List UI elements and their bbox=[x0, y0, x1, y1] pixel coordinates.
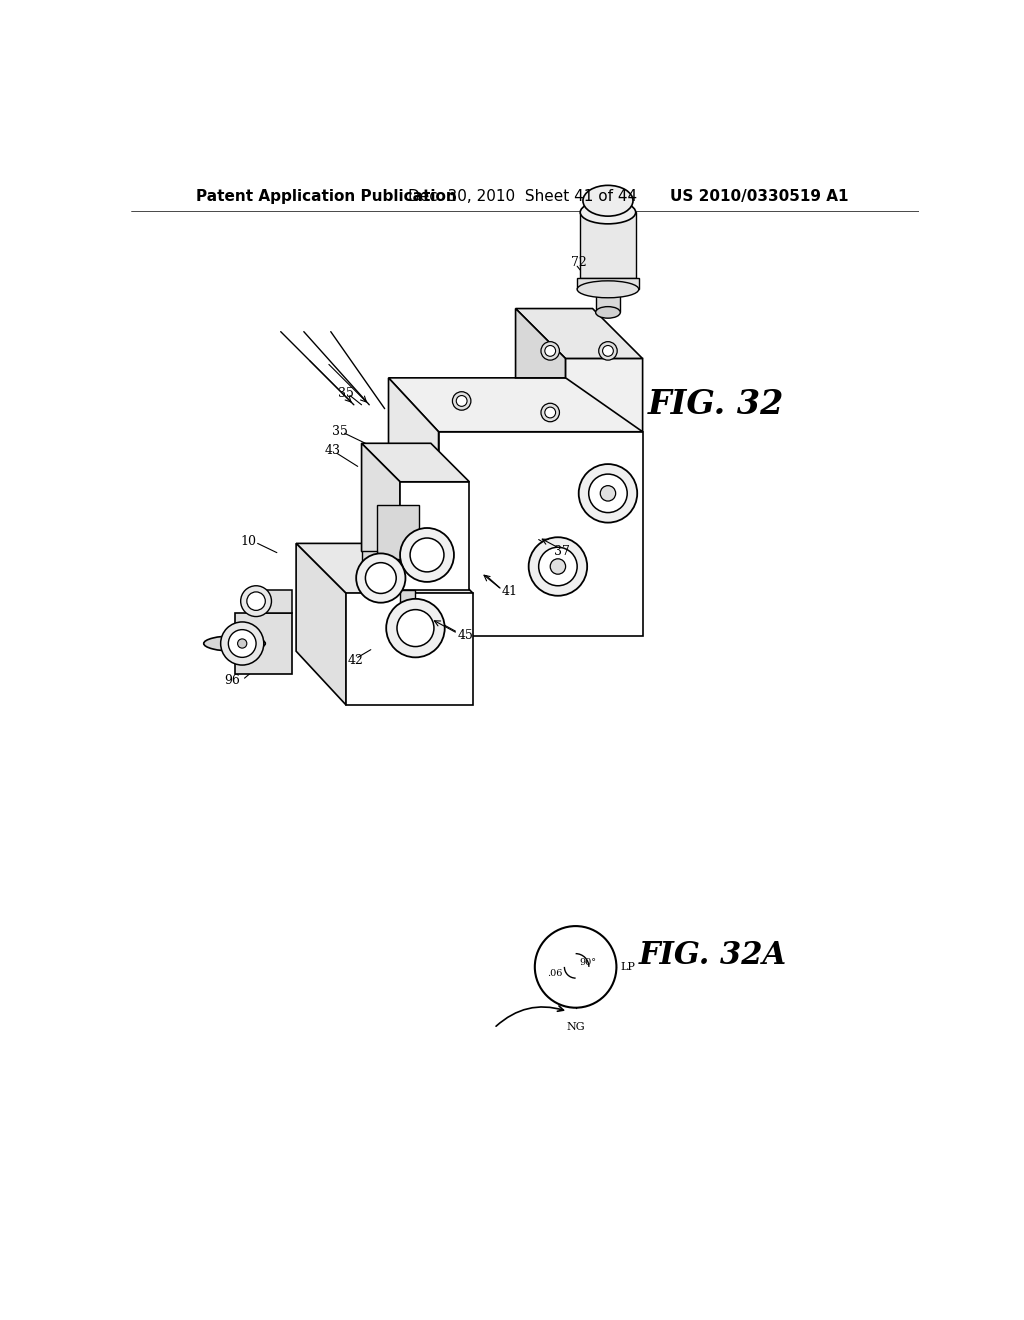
Polygon shape bbox=[388, 378, 643, 432]
Polygon shape bbox=[296, 544, 473, 594]
Circle shape bbox=[238, 639, 247, 648]
Polygon shape bbox=[515, 309, 565, 378]
Circle shape bbox=[228, 630, 256, 657]
Ellipse shape bbox=[243, 594, 265, 609]
Circle shape bbox=[453, 392, 471, 411]
Circle shape bbox=[528, 537, 587, 595]
Circle shape bbox=[589, 474, 628, 512]
Polygon shape bbox=[361, 552, 377, 582]
Circle shape bbox=[541, 342, 559, 360]
Polygon shape bbox=[388, 378, 438, 620]
Circle shape bbox=[602, 346, 613, 356]
Text: US 2010/0330519 A1: US 2010/0330519 A1 bbox=[670, 189, 848, 205]
Ellipse shape bbox=[204, 636, 265, 651]
Circle shape bbox=[535, 927, 616, 1007]
Text: .06: .06 bbox=[548, 969, 563, 978]
Circle shape bbox=[457, 396, 467, 407]
Text: 41: 41 bbox=[502, 585, 518, 598]
Text: 42: 42 bbox=[348, 653, 364, 667]
Circle shape bbox=[539, 548, 578, 586]
Text: 10: 10 bbox=[241, 536, 257, 548]
Text: 37: 37 bbox=[554, 545, 570, 557]
Text: Patent Application Publication: Patent Application Publication bbox=[196, 189, 457, 205]
Polygon shape bbox=[581, 213, 636, 277]
Circle shape bbox=[397, 610, 434, 647]
Circle shape bbox=[400, 528, 454, 582]
Polygon shape bbox=[361, 444, 469, 482]
Text: LP: LP bbox=[621, 962, 635, 972]
Polygon shape bbox=[400, 590, 416, 620]
Circle shape bbox=[356, 553, 406, 603]
Text: 72: 72 bbox=[571, 256, 587, 269]
Circle shape bbox=[599, 342, 617, 360]
Ellipse shape bbox=[583, 185, 633, 216]
Text: 43: 43 bbox=[325, 445, 341, 458]
Polygon shape bbox=[361, 444, 400, 590]
Polygon shape bbox=[438, 432, 643, 636]
Polygon shape bbox=[565, 359, 643, 432]
Ellipse shape bbox=[578, 281, 639, 298]
Text: 35: 35 bbox=[333, 425, 348, 438]
Text: 96: 96 bbox=[224, 675, 241, 686]
Polygon shape bbox=[254, 590, 292, 612]
Polygon shape bbox=[377, 506, 419, 558]
Text: NG: NG bbox=[566, 1022, 585, 1031]
Circle shape bbox=[410, 539, 444, 572]
Circle shape bbox=[550, 558, 565, 574]
Polygon shape bbox=[578, 277, 639, 289]
Circle shape bbox=[241, 586, 271, 616]
Polygon shape bbox=[596, 289, 621, 313]
Text: 35: 35 bbox=[339, 387, 354, 400]
Circle shape bbox=[545, 346, 556, 356]
Ellipse shape bbox=[596, 306, 621, 318]
Circle shape bbox=[366, 562, 396, 594]
Polygon shape bbox=[234, 612, 292, 675]
Polygon shape bbox=[400, 482, 469, 590]
Polygon shape bbox=[296, 544, 346, 705]
Polygon shape bbox=[346, 594, 473, 705]
Text: Dec. 30, 2010  Sheet 41 of 44: Dec. 30, 2010 Sheet 41 of 44 bbox=[408, 189, 637, 205]
Circle shape bbox=[545, 407, 556, 418]
Circle shape bbox=[541, 404, 559, 422]
Text: 45: 45 bbox=[458, 630, 474, 643]
Circle shape bbox=[600, 486, 615, 502]
Circle shape bbox=[579, 465, 637, 523]
Circle shape bbox=[220, 622, 264, 665]
Circle shape bbox=[247, 591, 265, 610]
Polygon shape bbox=[515, 309, 643, 359]
Circle shape bbox=[386, 599, 444, 657]
Ellipse shape bbox=[581, 201, 636, 224]
Text: FIG. 32: FIG. 32 bbox=[648, 388, 784, 421]
Text: 90°: 90° bbox=[580, 958, 596, 966]
Text: FIG. 32A: FIG. 32A bbox=[639, 940, 786, 970]
